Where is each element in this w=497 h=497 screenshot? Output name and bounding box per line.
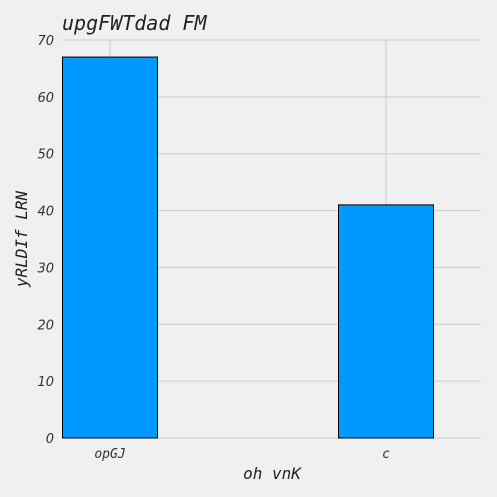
bars: [62, 56, 434, 439]
y-tick-label-4: 40: [37, 205, 54, 220]
y-tick-label-2: 20: [37, 318, 54, 333]
y-tick-label-0: 0: [46, 432, 54, 447]
y-tick-label-1: 10: [37, 375, 54, 390]
bar-0: [62, 56, 158, 439]
y-tick-label-3: 30: [37, 261, 54, 276]
y-axis-label: yRLDIf LRN: [12, 190, 31, 288]
chart-title: upgFWTdad FM: [62, 11, 207, 35]
x-axis-label: oh vnK: [243, 464, 302, 483]
x-tick-label-1: c: [382, 447, 390, 462]
y-tick-label-5: 50: [37, 148, 54, 163]
x-axis-ticks: opGJ c: [94, 447, 390, 462]
y-tick-label-6: 60: [37, 91, 54, 106]
x-tick-label-0: opGJ: [94, 447, 125, 462]
bar-1: [338, 204, 434, 439]
y-axis-ticks: 0 10 20 30 40 50 60 70: [37, 34, 54, 447]
y-tick-label-7: 70: [37, 34, 54, 49]
